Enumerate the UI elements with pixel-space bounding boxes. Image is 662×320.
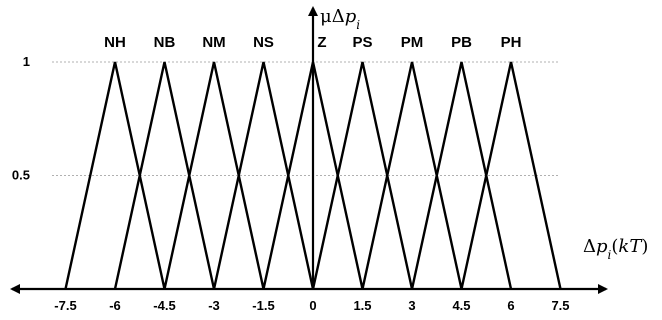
y-axis-label-i: i — [356, 18, 360, 32]
mf-triangle-pb — [410, 61, 513, 290]
set-label-z: Z — [317, 34, 326, 51]
mf-triangle-nm — [163, 61, 265, 290]
membership-triangles — [64, 61, 562, 290]
set-label-nh: NH — [104, 34, 126, 51]
mf-triangle-ph — [460, 61, 562, 290]
x-tick-label: 0 — [309, 298, 316, 313]
set-label-pm: PM — [401, 34, 424, 51]
y-tick-label: 1 — [23, 54, 30, 69]
x-tick-label: 4.5 — [452, 298, 470, 313]
x-tick-label: 1.5 — [353, 298, 371, 313]
set-label-ns: NS — [253, 34, 274, 51]
x-axis-label: Δpi(kT) — [583, 236, 648, 262]
tick-labels: 1 0.5 -7.5 -6 -4.5 -3 -1.5 0 1.5 3 4.5 6 7.5 — [12, 54, 570, 313]
set-label-nb: NB — [154, 34, 176, 51]
y-tick-label: 0.5 — [12, 168, 30, 183]
mf-triangle-nb — [113, 61, 216, 290]
x-tick-label: -4.5 — [153, 298, 175, 313]
mf-triangle-pm — [361, 61, 463, 290]
set-label-ph: PH — [501, 34, 522, 51]
y-axis-label: μΔpi — [320, 6, 360, 32]
set-labels: NH NB NM NS Z PS PM PB PH — [104, 34, 521, 51]
x-tick-label: -6 — [109, 298, 121, 313]
x-tick-label: -3 — [208, 298, 220, 313]
x-tick-label: -7.5 — [54, 298, 76, 313]
set-label-nm: NM — [202, 34, 225, 51]
x-tick-label: 7.5 — [551, 298, 569, 313]
mf-triangle-ps — [311, 61, 414, 290]
gridlines — [52, 61, 560, 176]
y-axis-label-mu: μΔ — [320, 6, 345, 27]
x-tick-label: -1.5 — [252, 298, 274, 313]
x-tick-label: 3 — [408, 298, 415, 313]
mf-triangle-nh — [64, 61, 166, 290]
x-tick-label: 6 — [507, 298, 514, 313]
y-axis-label-p: p — [345, 6, 357, 27]
set-label-ps: PS — [352, 34, 372, 51]
mf-triangle-ns — [212, 61, 315, 290]
set-label-pb: PB — [451, 34, 472, 51]
